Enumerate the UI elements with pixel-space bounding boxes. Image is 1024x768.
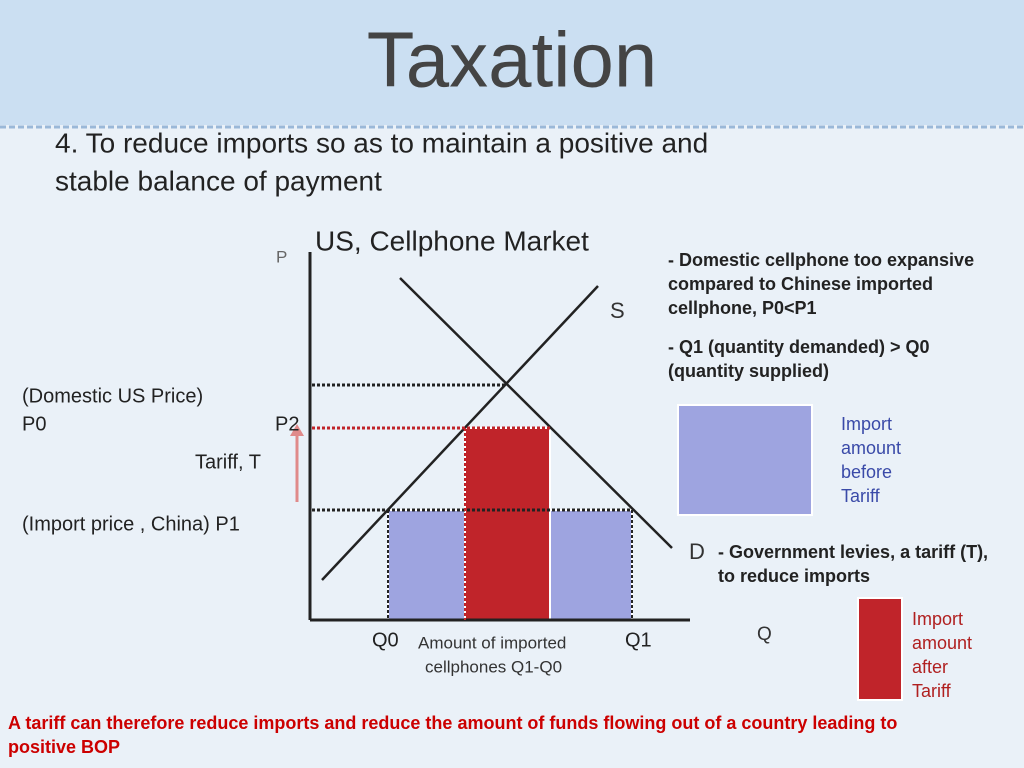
import-after-area	[464, 427, 551, 621]
price-label: (Domestic US Price)	[22, 385, 203, 407]
legend-text: Tariff	[841, 486, 881, 506]
diagram-title: US, Cellphone Market	[315, 225, 589, 256]
axis-label: Q	[757, 624, 772, 645]
legend-text: Import	[841, 414, 892, 434]
imports-label: cellphones Q1-Q0	[425, 657, 562, 676]
note: (quantity supplied)	[668, 361, 829, 381]
note: cellphone, P0<P1	[668, 298, 817, 318]
legend-text: Tariff	[912, 681, 952, 701]
legend-text: amount	[912, 633, 972, 653]
axis-label: P	[276, 247, 287, 266]
tariff-arrow-head	[290, 424, 304, 436]
demand-label: D	[689, 539, 705, 564]
legend-text: Import	[912, 609, 963, 629]
quantity-label: Q1	[625, 629, 652, 651]
note: to reduce imports	[718, 566, 870, 586]
supply-label: S	[610, 298, 625, 323]
note: - Government levies, a tariff (T),	[718, 542, 988, 562]
supply-line	[321, 285, 599, 581]
imports-label: Amount of imported	[418, 633, 566, 652]
price-label: P2	[275, 413, 299, 435]
legend-text: amount	[841, 438, 901, 458]
note: compared to Chinese imported	[668, 274, 933, 294]
subtitle: stable balance of payment	[55, 165, 382, 196]
quantity-label: Q0	[372, 629, 399, 651]
conclusion: A tariff can therefore reduce imports an…	[8, 713, 897, 733]
price-label: (Import price , China) P1	[22, 513, 240, 535]
legend-text: after	[912, 657, 948, 677]
legend-before-swatch	[677, 404, 813, 516]
subtitle: 4. To reduce imports so as to maintain a…	[55, 127, 708, 158]
slide-title: Taxation	[367, 16, 658, 104]
title-band	[0, 0, 1024, 125]
tariff-label: Tariff, T	[195, 451, 261, 473]
demand-line	[399, 277, 673, 549]
price-label: P0	[22, 413, 46, 435]
legend-text: before	[841, 462, 892, 482]
note: - Domestic cellphone too expansive	[668, 250, 974, 270]
conclusion: positive BOP	[8, 737, 120, 757]
note: - Q1 (quantity demanded) > Q0	[668, 337, 930, 357]
legend-after-swatch	[857, 597, 903, 701]
